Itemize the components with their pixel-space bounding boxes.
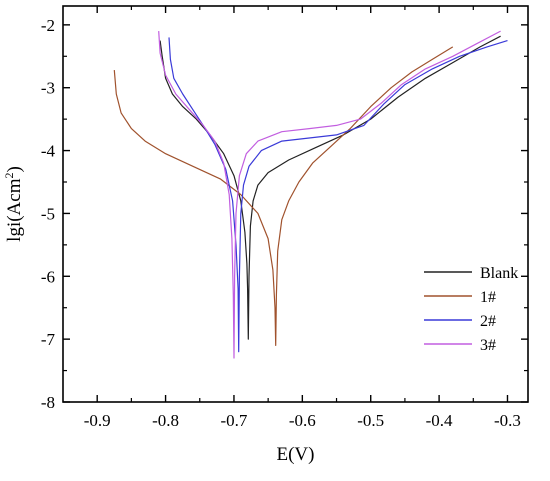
y-tick-label: -8 bbox=[41, 393, 55, 412]
y-axis-title-main: lgi(Acm bbox=[4, 178, 25, 242]
y-tick-label: -3 bbox=[41, 79, 55, 98]
legend-label-3: 3# bbox=[480, 337, 496, 354]
legend-label-blank: Blank bbox=[480, 265, 518, 282]
legend: Blank 1# 2# 3# bbox=[424, 265, 518, 354]
y-axis-title-sup: 2 bbox=[2, 173, 16, 179]
legend-label-1: 1# bbox=[480, 289, 496, 306]
y-axis-title: lgi(Acm2) bbox=[2, 166, 25, 242]
x-tick-label: -0.5 bbox=[357, 411, 384, 430]
series-line-3 bbox=[158, 30, 501, 359]
series-line-blank bbox=[159, 35, 501, 340]
y-tick-label: -7 bbox=[41, 330, 56, 349]
plot-area bbox=[113, 30, 508, 359]
y-tick-label: -4 bbox=[41, 142, 56, 161]
series-line-2 bbox=[168, 37, 508, 353]
x-tick-label: -0.3 bbox=[494, 411, 521, 430]
x-tick-label: -0.8 bbox=[152, 411, 179, 430]
series-line-1 bbox=[113, 46, 454, 346]
y-tick-label: -2 bbox=[41, 16, 55, 35]
y-axis-title-tail: ) bbox=[4, 166, 25, 172]
y-tick-label: -6 bbox=[41, 267, 55, 286]
x-tick-label: -0.4 bbox=[426, 411, 453, 430]
x-axis-title: E(V) bbox=[277, 444, 315, 465]
x-tick-label: -0.9 bbox=[84, 411, 111, 430]
y-tick-label: -5 bbox=[41, 204, 55, 223]
plot-frame bbox=[62, 5, 529, 403]
x-tick-label: -0.7 bbox=[220, 411, 247, 430]
axes: -0.9 -0.8 -0.7 -0.6 -0.5 -0.4 -0.3 -2 -3 -4 -5 -6 -7… bbox=[41, 5, 529, 430]
x-tick-label: -0.6 bbox=[289, 411, 316, 430]
legend-label-2: 2# bbox=[480, 313, 496, 330]
